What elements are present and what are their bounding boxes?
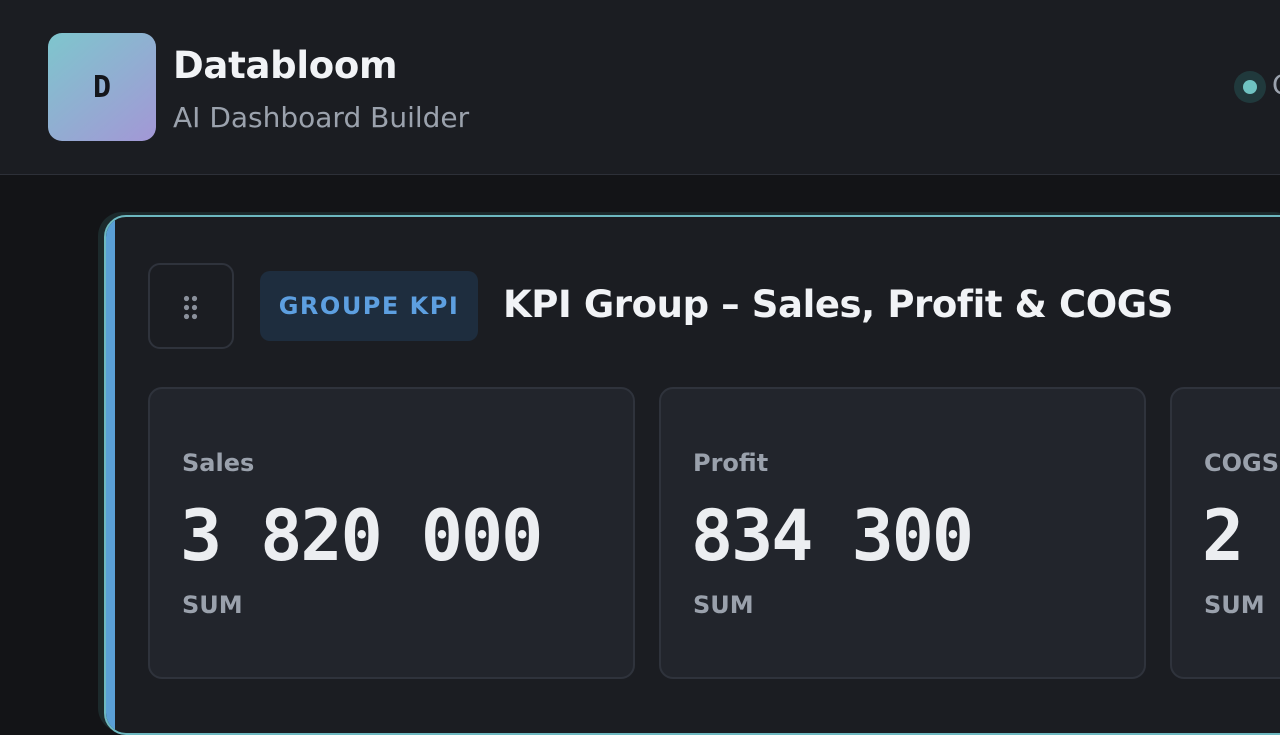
kpi-card-cogs[interactable]: COGS 2 2 SUM — [1170, 387, 1280, 679]
panel-accent-bar — [106, 217, 115, 733]
drag-handle-icon — [183, 295, 198, 320]
kpi-value: 2 2 — [1202, 495, 1280, 577]
kpi-label: Profit — [693, 449, 769, 477]
kpi-value: 3 820 000 — [180, 495, 543, 577]
kpi-aggregation: SUM — [1204, 591, 1265, 619]
kpi-card-sales[interactable]: Sales 3 820 000 SUM — [148, 387, 635, 679]
kpi-card-profit[interactable]: Profit 834 300 SUM — [659, 387, 1146, 679]
status-text: C — [1272, 70, 1280, 101]
group-type-badge: GROUPE KPI — [260, 271, 478, 341]
app-title: Databloom — [173, 44, 398, 87]
kpi-aggregation: SUM — [182, 591, 243, 619]
status-dot-icon — [1243, 80, 1257, 94]
status-indicator — [1234, 71, 1266, 103]
kpi-value: 834 300 — [691, 495, 974, 577]
kpi-aggregation: SUM — [693, 591, 754, 619]
app-subtitle: AI Dashboard Builder — [173, 101, 470, 134]
app-logo[interactable]: D — [48, 33, 156, 141]
group-title: KPI Group – Sales, Profit & COGS — [503, 283, 1174, 326]
kpi-group-panel[interactable]: GROUPE KPI KPI Group – Sales, Profit & C… — [104, 215, 1280, 735]
kpi-label: Sales — [182, 449, 255, 477]
drag-handle-button[interactable] — [148, 263, 234, 349]
app-header: D Databloom AI Dashboard Builder C — [0, 0, 1280, 175]
kpi-label: COGS — [1204, 449, 1279, 477]
